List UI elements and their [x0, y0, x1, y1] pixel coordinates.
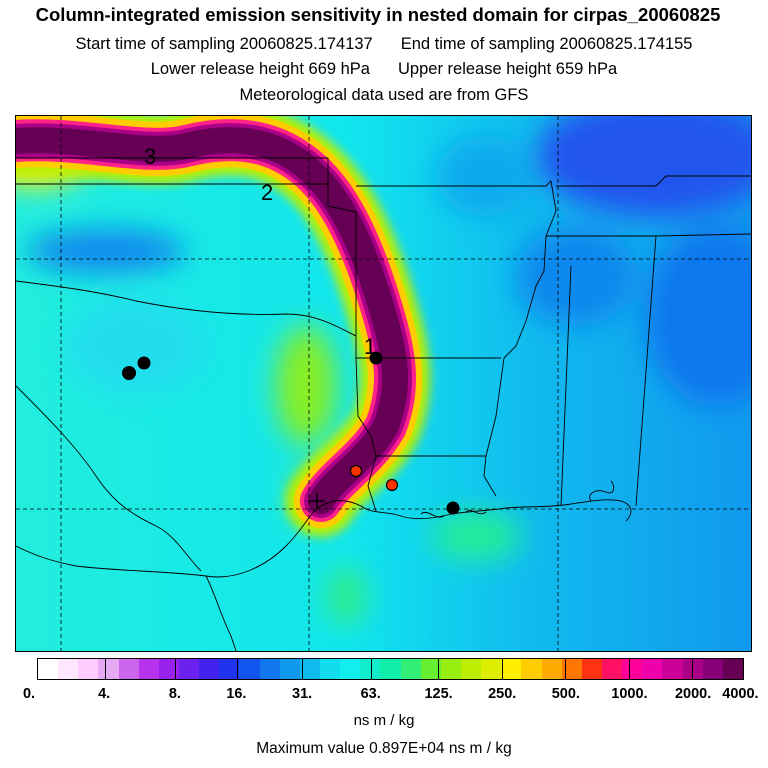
color-scale-tick-label: 500. [551, 686, 580, 702]
color-scale-cell [601, 659, 623, 679]
color-scale-divider [565, 659, 567, 679]
color-scale-cell [360, 659, 381, 679]
color-scale-cell [400, 659, 421, 679]
color-scale-cell [319, 659, 341, 679]
color-scale-divider [438, 659, 440, 679]
color-scale-cell [58, 659, 79, 679]
color-scale-tick-label: 0. [22, 686, 36, 702]
color-scale-cell [138, 659, 159, 679]
color-scale-cell [199, 659, 220, 679]
color-scale-divider [104, 659, 106, 679]
color-scale-cell [239, 659, 260, 679]
color-scale-cell [702, 659, 723, 679]
color-scale-tick-label: 8. [168, 686, 181, 702]
station-marker [349, 464, 363, 478]
release-cross [309, 493, 325, 509]
color-scale-divider [692, 659, 694, 679]
station-marker [446, 501, 460, 515]
color-scale-cell [662, 659, 683, 679]
color-scale-cell [299, 659, 320, 679]
color-scale-tick-label: 4. [98, 686, 111, 702]
trajectory-label-3: 3 [144, 144, 156, 169]
color-scale-tick-label: 2000. [674, 686, 712, 702]
color-scale-divider [501, 659, 503, 679]
start-time-label: Start time of sampling 20060825.174137 [75, 35, 373, 53]
station-marker [369, 351, 383, 365]
color-scale-cell [561, 659, 582, 679]
color-scale-tick-label: 31. [292, 686, 313, 702]
color-scale-cell [158, 659, 179, 679]
trajectory-label-2: 2 [261, 180, 273, 205]
color-scale-cell [481, 659, 502, 679]
color-scale-cell [420, 659, 441, 679]
plot-title: Column-integrated emission sensitivity i… [35, 4, 721, 25]
color-scale-divider [370, 659, 372, 679]
color-scale-bar [37, 658, 744, 680]
lower-height-label: Lower release height 669 hPa [150, 60, 370, 78]
political-borders [16, 157, 751, 512]
color-scale-cell [78, 659, 99, 679]
color-scale-cell [622, 659, 643, 679]
max-value-label: Maximum value 0.897E+04 ns m / kg [256, 740, 512, 757]
color-scale-cell [440, 659, 461, 679]
color-scale-divider [175, 659, 177, 679]
color-scale-cell [219, 659, 240, 679]
trajectory-plume [16, 116, 431, 536]
color-scale-cell [340, 659, 361, 679]
color-scale-cell [259, 659, 280, 679]
color-scale-divider [628, 659, 630, 679]
color-scale-tick-label: 1000. [611, 686, 648, 702]
color-scale-cell [38, 659, 59, 679]
color-scale-cell [178, 659, 200, 679]
units-label: ns m / kg [353, 712, 415, 729]
color-scale-divider [302, 659, 304, 679]
graticule [16, 116, 751, 651]
sensitivity-map: 3 2 1 [15, 115, 752, 652]
color-scale-tick-label: 125. [424, 686, 453, 702]
color-scale-cell [98, 659, 119, 679]
color-scale-cell [460, 659, 482, 679]
color-scale-tick-label: 4000. [722, 686, 759, 702]
color-scale-cell [521, 659, 542, 679]
color-scale-cell [118, 659, 139, 679]
release-height-row: Lower release height 669 hPa Upper releas… [0, 60, 768, 79]
mexico-border [16, 385, 202, 572]
station-marker [137, 356, 151, 370]
upper-height-label: Upper release height 659 hPa [398, 60, 618, 78]
end-time-label: End time of sampling 20060825.174155 [400, 35, 693, 53]
color-scale-tick-label: 250. [488, 686, 517, 702]
color-scale-divider [236, 659, 238, 679]
color-scale-cell [581, 659, 602, 679]
color-scale-tick-label: 16. [226, 686, 247, 702]
station-marker [385, 478, 399, 492]
color-scale-tick-label: 63. [360, 686, 381, 702]
color-scale-cell [380, 659, 401, 679]
met-data-label: Meteorological data used are from GFS [239, 86, 529, 104]
map-canvas: 3 2 1 [16, 116, 751, 651]
color-scale-cell [722, 659, 743, 679]
station-markers [122, 351, 460, 515]
color-scale-cell [279, 659, 300, 679]
color-scale-cell [541, 659, 562, 679]
sampling-time-row: Start time of sampling 20060825.174137 En… [0, 35, 768, 54]
coastline [16, 480, 632, 651]
station-marker [122, 366, 136, 380]
color-scale-cell [501, 659, 522, 679]
color-scale-cell [642, 659, 663, 679]
